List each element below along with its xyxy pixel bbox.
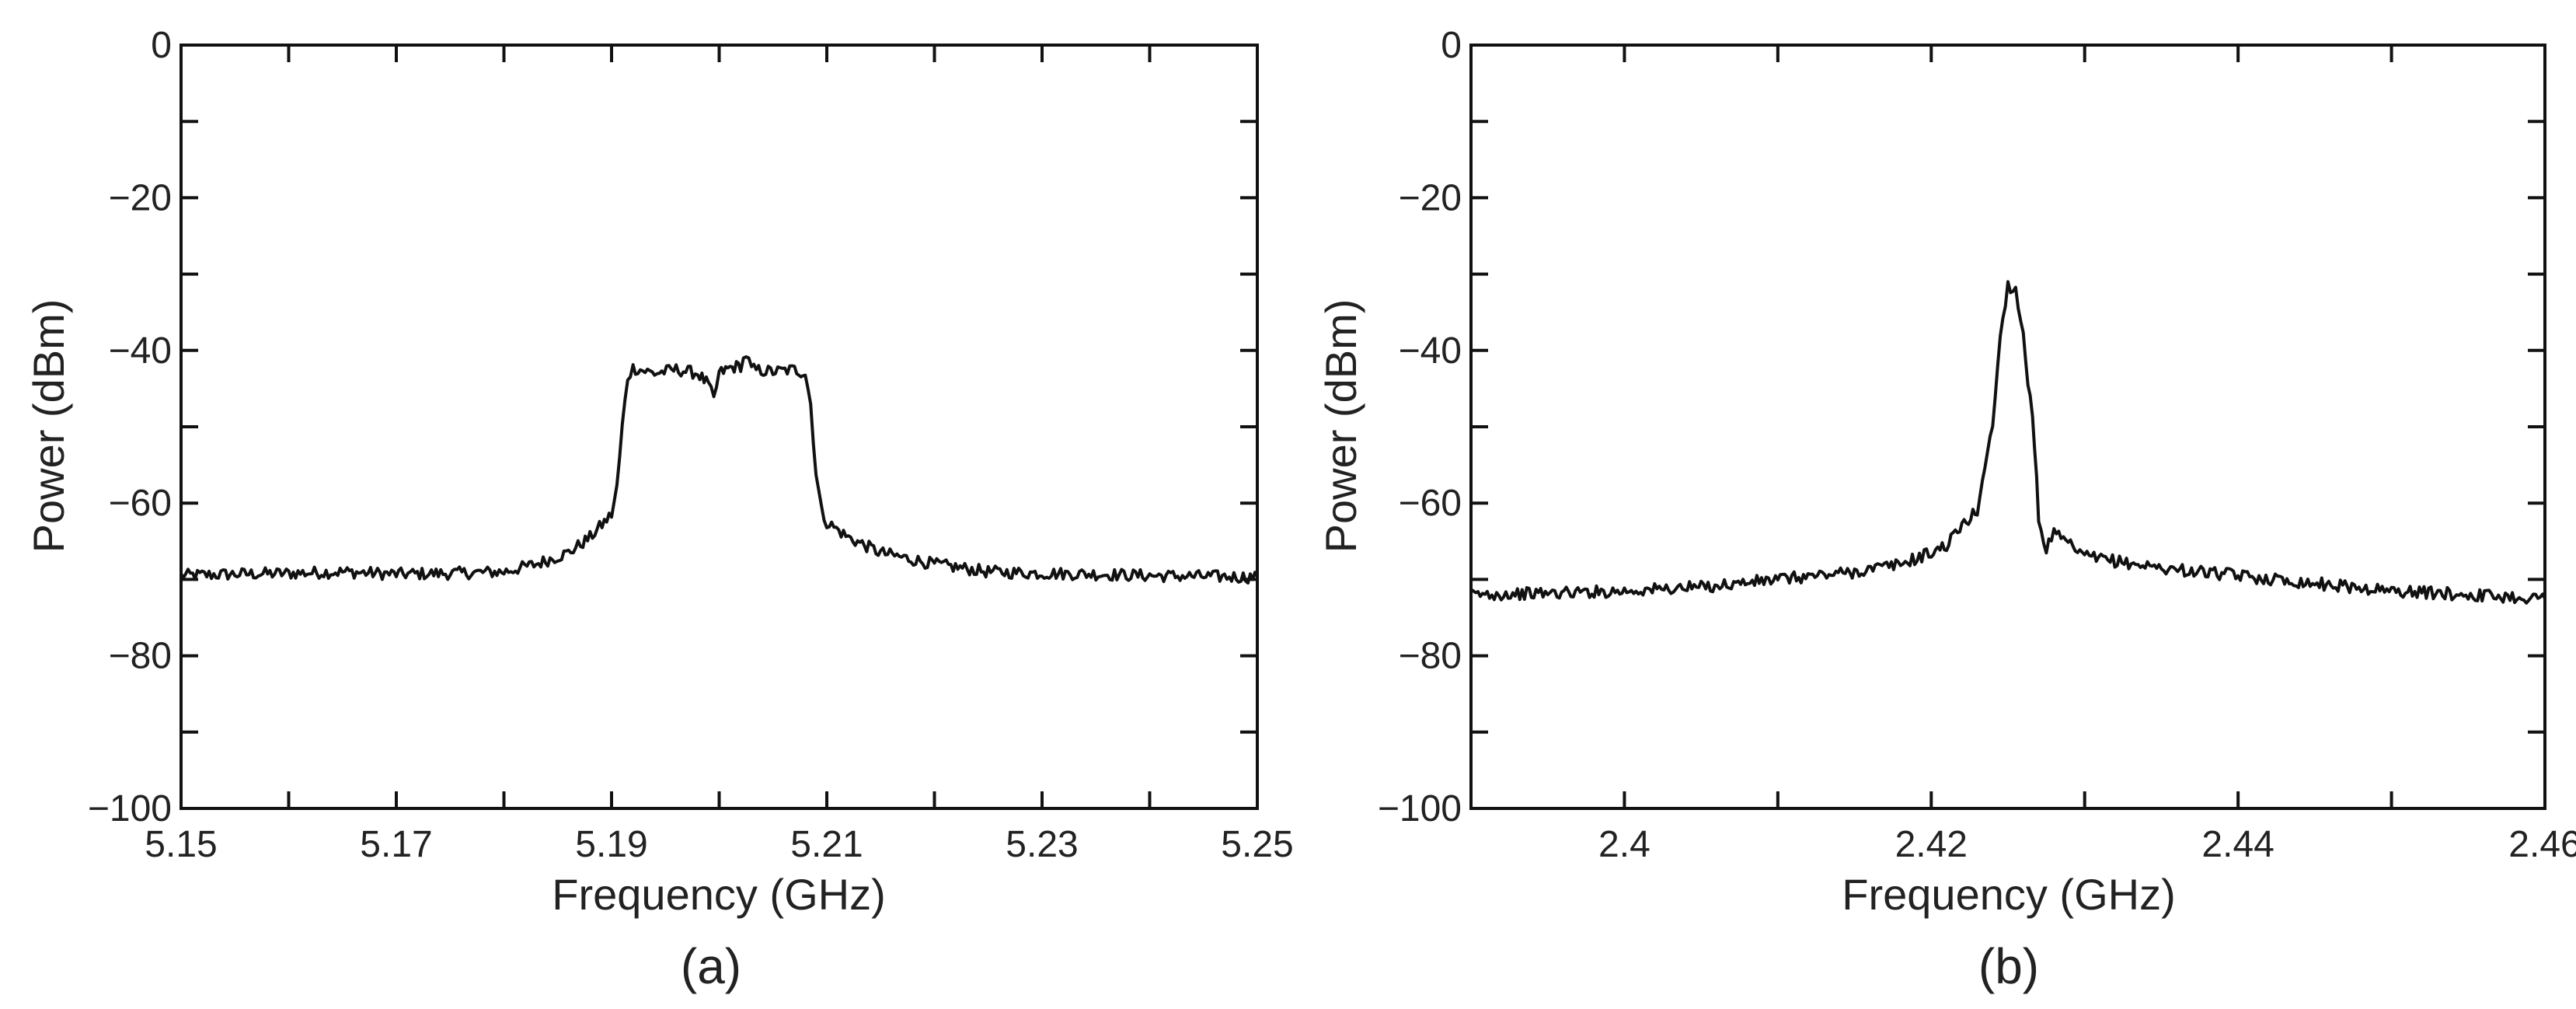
y-tick-label: 0	[1441, 25, 1462, 66]
panel-b-caption: (b)	[1978, 938, 2039, 994]
y-tick-label: −20	[109, 177, 172, 218]
panel-b-tick-marks	[1471, 44, 2546, 810]
panel-a-tick-marks	[180, 44, 1259, 810]
panel-b-y-axis-label: Power (dBm)	[1316, 299, 1365, 553]
panel-a-x-axis-label: Frequency (GHz)	[552, 870, 885, 919]
panel-a-spectrum-line	[180, 355, 1259, 585]
panel-b-x-axis-label: Frequency (GHz)	[1842, 870, 2175, 919]
panel-b-x-tick-labels: 2.4 2.42 2.44 2.46	[1598, 824, 2576, 865]
y-tick-label: −40	[109, 330, 172, 372]
panel-a-caption: (a)	[681, 938, 741, 994]
y-tick-label: −60	[109, 483, 172, 524]
panel-a-x-tick-labels: 5.15 5.17 5.19 5.21 5.23 5.25	[145, 824, 1293, 865]
panel-b-y-tick-labels: 0 −20 −40 −60 −80 −100	[1378, 25, 1462, 829]
y-tick-label: −100	[1378, 788, 1462, 829]
x-tick-label: 5.25	[1221, 824, 1293, 865]
y-tick-label: −40	[1399, 330, 1462, 372]
panel-b: 0 −20 −40 −60 −80 −100 2.4 2.42 2.44 2.46 Freque…	[1316, 25, 2576, 994]
y-tick-label: −100	[88, 788, 172, 829]
x-tick-label: 2.46	[2508, 824, 2576, 865]
y-tick-label: −80	[109, 636, 172, 677]
x-tick-label: 5.15	[145, 824, 217, 865]
x-tick-label: 5.19	[575, 824, 647, 865]
panel-a-y-axis-label: Power (dBm)	[24, 299, 73, 553]
y-tick-label: 0	[151, 25, 172, 66]
x-tick-label: 5.23	[1006, 824, 1078, 865]
x-tick-label: 5.17	[360, 824, 432, 865]
x-tick-label: 5.21	[790, 824, 863, 865]
x-tick-label: 2.4	[1598, 824, 1651, 865]
y-tick-label: −60	[1399, 483, 1462, 524]
panel-a-plot-frame	[180, 44, 1259, 810]
x-tick-label: 2.44	[2201, 824, 2274, 865]
panel-a-y-tick-labels: 0 −20 −40 −60 −80 −100	[88, 25, 172, 829]
y-tick-label: −80	[1399, 636, 1462, 677]
panel-a: 0−20−40−60−80−100 5.15 5.17 5.19 5.21 5.23 5.…	[24, 25, 1294, 994]
panel-b-plot-frame	[1469, 44, 2546, 810]
panel-b-spectrum-line	[1469, 280, 2546, 605]
x-tick-label: 2.42	[1895, 824, 1968, 865]
y-tick-label: −20	[1399, 177, 1462, 218]
